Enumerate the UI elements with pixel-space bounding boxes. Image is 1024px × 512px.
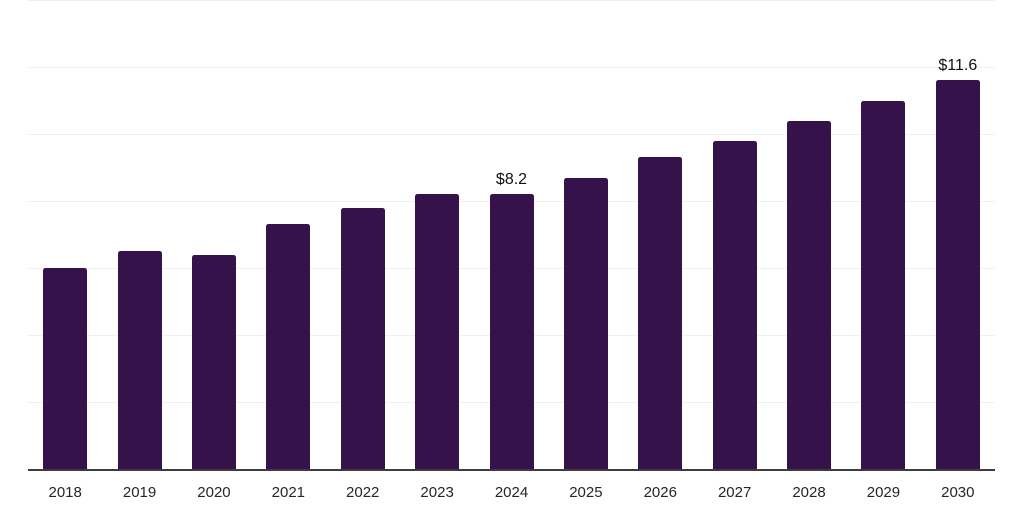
- x-tick-2021: 2021: [271, 484, 306, 501]
- bar-2025: [563, 177, 608, 469]
- x-tick-2018: 2018: [48, 484, 82, 501]
- x-tick-2025: 2025: [569, 484, 603, 501]
- bar-2020: [191, 254, 236, 469]
- bar-2023: [415, 194, 460, 469]
- bar-2018: [43, 268, 88, 469]
- x-tick-2030: 2030: [941, 484, 975, 501]
- bar-2024: [489, 194, 534, 469]
- data-label-2030: $11.6: [938, 57, 978, 75]
- gridline-10: [28, 133, 995, 135]
- x-tick-2020: 2020: [197, 484, 231, 501]
- bar-2028: [787, 120, 832, 469]
- bar-2022: [340, 207, 385, 469]
- bar-2019: [117, 251, 162, 469]
- x-tick-2029: 2029: [866, 484, 901, 501]
- bar-2021: [266, 224, 311, 469]
- bar-2026: [638, 157, 683, 469]
- x-tick-2026: 2026: [643, 484, 677, 501]
- bar-2030: [935, 80, 980, 469]
- data-label-2024: $8.2: [495, 171, 528, 189]
- bar-2027: [712, 140, 757, 469]
- x-axis-labels: 2018 2019 2020 2021 2022 2023 2024 2025 2026 2027…: [28, 484, 995, 504]
- gridline-12: [28, 66, 995, 68]
- x-tick-2023: 2023: [420, 484, 454, 501]
- gridline-14: [28, 0, 995, 1]
- x-tick-2022: 2022: [346, 484, 380, 501]
- x-tick-2028: 2028: [792, 484, 826, 501]
- x-tick-2019: 2019: [122, 484, 157, 501]
- plot-area: $8.2 $11.6: [28, 0, 995, 471]
- bar-2029: [861, 100, 906, 469]
- x-tick-2027: 2027: [717, 484, 752, 501]
- x-tick-2024: 2024: [494, 484, 529, 501]
